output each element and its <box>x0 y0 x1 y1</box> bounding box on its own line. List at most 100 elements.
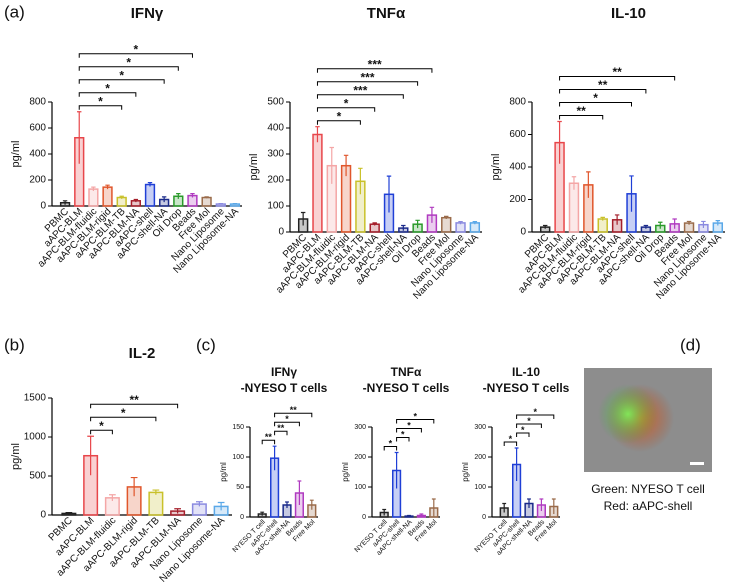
y-tick-label: 100 <box>474 484 486 491</box>
significance-bracket <box>316 81 419 86</box>
significance-label: *** <box>353 83 367 97</box>
significance-label: * <box>521 425 525 435</box>
significance-label: * <box>126 55 131 69</box>
chart-title: -NYESO T cells <box>241 381 328 395</box>
chart-title: TNFα <box>391 365 422 379</box>
y-tick-label: 200 <box>474 454 486 461</box>
error-bar <box>190 193 195 198</box>
significance-label: * <box>344 96 349 110</box>
significance-bracket <box>396 428 422 433</box>
error-bar <box>382 508 387 516</box>
y-tick-label: 0 <box>362 514 366 521</box>
chart-title: IL-10 <box>512 365 540 379</box>
significance-bracket <box>90 429 113 435</box>
significance-bracket <box>516 432 530 437</box>
y-tick-label: 300 <box>267 149 284 160</box>
y-tick-label: 50 <box>236 484 244 491</box>
error-bar <box>315 126 320 143</box>
y-tick-label: 100 <box>267 201 284 212</box>
error-bar <box>358 167 363 195</box>
chart: IL-10-NYESO T cellspg/ml0100200300NYESO … <box>461 365 570 557</box>
error-bar <box>343 154 349 177</box>
error-bar <box>372 222 377 226</box>
significance-label: ** <box>598 78 608 92</box>
error-bar <box>557 120 562 164</box>
bar <box>469 222 481 233</box>
significance-bracket <box>316 107 376 112</box>
error-bar <box>394 451 399 489</box>
significance-bracket <box>316 94 404 99</box>
y-tick-label: 1000 <box>24 432 47 443</box>
significance-label: * <box>407 420 411 430</box>
error-bar <box>130 476 138 497</box>
error-bar <box>472 221 478 225</box>
significance-label: * <box>401 429 405 439</box>
error-bar <box>419 513 424 517</box>
significance-bracket <box>274 412 313 418</box>
y-tick-label: 600 <box>29 123 46 134</box>
chart-title: IFNγ <box>271 365 297 379</box>
significance-bracket <box>516 414 555 419</box>
y-tick-label: 800 <box>29 97 46 108</box>
error-bar <box>109 494 116 501</box>
y-tick-label: 100 <box>354 484 366 491</box>
chart: IFNγpg/ml0200400600800PBMCaAPC-BLMaAPC-B… <box>10 5 242 276</box>
significance-label: * <box>119 68 124 82</box>
y-tick-label: 500 <box>267 97 284 108</box>
chart-title: -NYESO T cells <box>483 381 570 395</box>
bar <box>148 491 164 516</box>
y-tick-label: 1500 <box>24 393 47 404</box>
error-bar <box>260 511 265 516</box>
y-tick-label: 100 <box>232 454 244 461</box>
error-bar <box>297 480 302 505</box>
error-bar <box>386 175 392 213</box>
significance-label: ** <box>576 104 586 118</box>
bar <box>88 188 99 207</box>
y-tick-label: 300 <box>354 424 366 431</box>
error-bar <box>514 447 519 481</box>
y-tick-label: 200 <box>267 175 284 186</box>
significance-bracket <box>78 66 179 71</box>
significance-bracket <box>559 102 632 107</box>
significance-label: * <box>527 416 531 426</box>
significance-bracket <box>559 76 676 81</box>
error-bar <box>147 182 153 187</box>
error-bar <box>586 171 591 198</box>
y-tick-label: 0 <box>240 514 244 521</box>
significance-label: * <box>285 414 289 424</box>
bar <box>597 218 608 233</box>
error-bar <box>309 499 314 510</box>
chart-title: -NYESO T cells <box>363 381 450 395</box>
error-bar <box>715 220 721 226</box>
panel-label: (d) <box>680 335 701 354</box>
error-bar <box>600 216 605 221</box>
error-bar <box>176 193 181 199</box>
y-axis-label: pg/ml <box>219 462 228 482</box>
error-bar <box>444 215 449 219</box>
significance-label: * <box>99 419 104 433</box>
error-bar <box>686 220 692 225</box>
error-bar <box>527 498 531 508</box>
error-bar <box>174 508 181 514</box>
significance-bracket <box>316 68 433 73</box>
error-bar <box>105 184 110 190</box>
bar <box>441 216 452 233</box>
significance-bracket <box>274 421 300 427</box>
microscopy-image <box>584 368 712 472</box>
error-bar <box>218 203 223 205</box>
significance-bracket <box>90 403 179 409</box>
y-axis-label: pg/ml <box>341 462 350 482</box>
y-tick-label: 0 <box>482 514 486 521</box>
error-bar <box>217 501 225 511</box>
y-tick-label: 200 <box>29 175 46 186</box>
bar <box>201 196 212 207</box>
significance-bracket <box>78 53 193 58</box>
significance-label: * <box>134 42 139 56</box>
significance-label: * <box>98 94 103 108</box>
panel-label: (b) <box>4 335 25 354</box>
significance-bracket <box>78 92 137 97</box>
chart: IL-10pg/ml0200400600800PBMCaAPC-BLMaAPC-… <box>490 5 725 302</box>
significance-bracket <box>503 441 518 446</box>
error-bar <box>658 221 663 229</box>
panel-label: (c) <box>196 335 216 354</box>
